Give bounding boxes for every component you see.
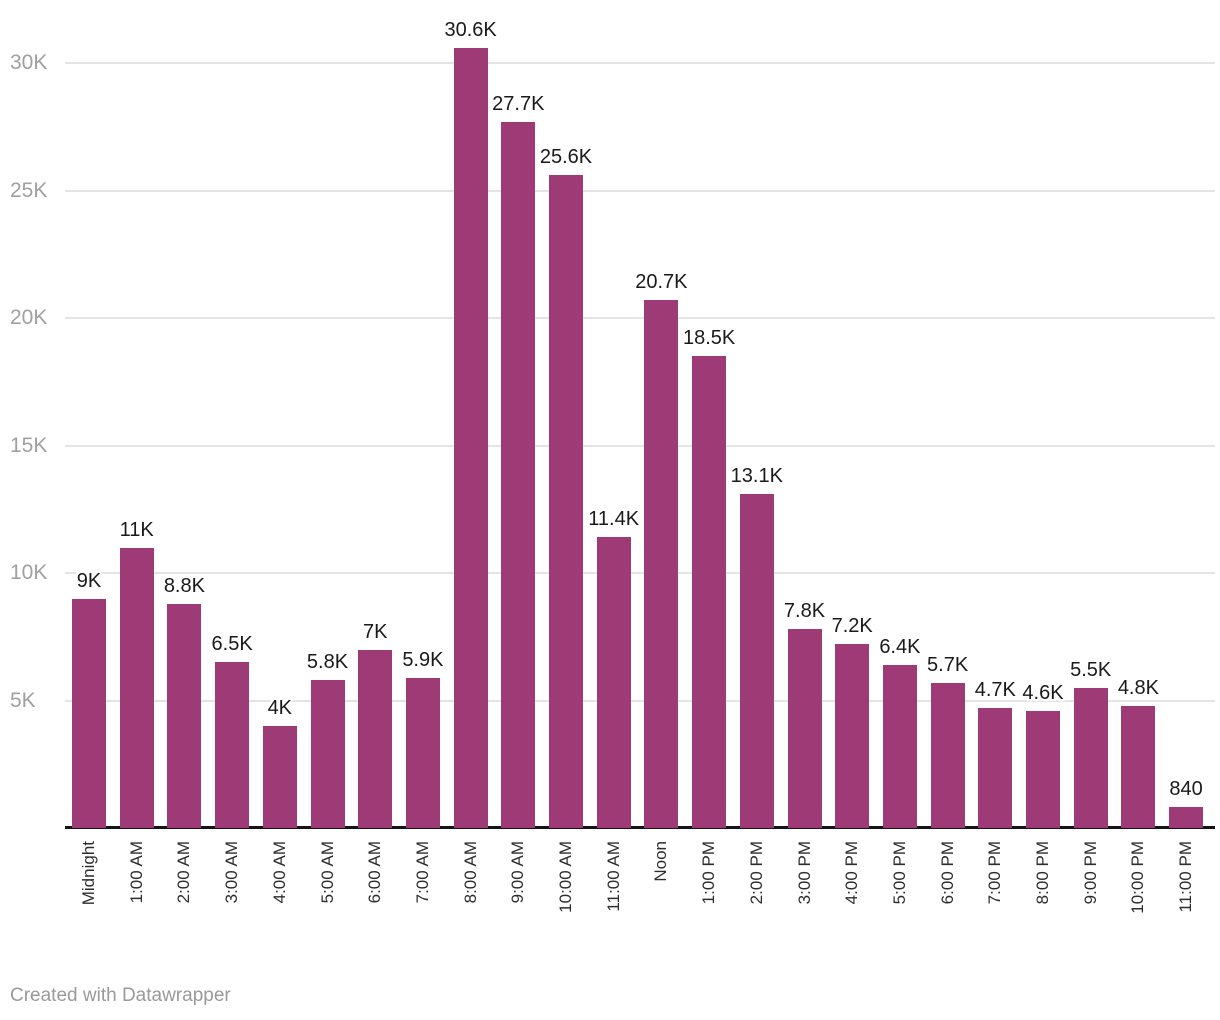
gridline [65,699,1215,702]
x-axis-tick-label: 8:00 PM [1033,841,1052,905]
y-axis-tick-label: 5K [10,688,36,712]
x-axis-tick-label: 4:00 PM [842,841,862,905]
bar [1121,705,1156,828]
x-axis-tick-label: 3:00 AM [222,841,242,904]
bar-value-label: 18.5K [682,327,736,350]
y-axis-tick-label: 15K [10,433,48,457]
x-axis-tick-label: 2:00 AM [174,841,194,904]
x-axis-tick-label: 1:00 PM [699,841,719,905]
bar-value-label: 5.9K [402,648,444,671]
bar-value-label: 7.2K [831,615,873,638]
bar [1073,687,1108,828]
x-axis-tick-label: 6:00 AM [365,841,385,904]
bar [358,649,393,828]
bar [501,121,536,828]
x-axis-tick-label: 5:00 AM [317,841,337,904]
bar-value-label: 4.8K [1117,676,1159,699]
bar-value-label: 11K [119,518,154,541]
bar-value-label: 5.5K [1070,658,1112,681]
x-axis-tick-label: Midnight [79,841,98,906]
bar [119,547,154,828]
bar [882,664,917,828]
bar-value-label: 5.7K [927,653,969,676]
y-axis-tick-label: 25K [10,178,48,202]
bar [1169,806,1204,828]
bar-value-label: 4.7K [974,679,1016,702]
bar [930,682,965,828]
x-axis-tick-label: 9:00 AM [508,841,528,904]
bar-value-label: 4.6K [1022,681,1064,704]
bar [72,598,106,828]
bar [835,644,870,828]
x-axis-tick-label: 7:00 AM [412,841,432,904]
gridline [65,62,1215,64]
bar [692,356,727,828]
bar-value-label: 7.8K [783,600,826,623]
bar [549,175,583,828]
x-axis-tick-label: 1:00 AM [126,841,146,904]
x-axis-line [65,826,1215,829]
x-axis-tick-label: 5:00 PM [889,841,909,905]
gridline [65,444,1215,447]
y-axis-tick-label: 20K [10,306,48,329]
x-axis-tick-label: 11:00 AM [603,841,623,912]
bar-value-label: 7K [362,620,388,643]
gridline [65,317,1215,319]
x-axis-tick-label: Noon [651,841,671,882]
bar-value-label: 25.6K [539,146,593,169]
x-axis-tick-label: 11:00 PM [1176,841,1196,913]
bar-value-label: 8.8K [163,574,205,597]
x-axis-tick-label: 7:00 PM [985,841,1005,905]
y-axis-tick-label: 10K [10,561,48,584]
x-axis-tick-label: 4:00 AM [269,841,289,904]
bar-value-label: 20.7K [635,271,688,294]
bar [739,493,774,828]
bar-value-label: 30.6K [444,18,497,41]
bar-value-label: 9K [76,569,102,592]
bar-value-label: 27.7K [492,92,545,115]
x-axis-tick-label: 10:00 AM [556,841,575,913]
x-axis-tick-label: 2:00 PM [746,841,766,905]
bar [596,537,631,828]
bar-value-label: 11.4K [588,508,640,531]
bar [644,300,679,828]
gridline [65,189,1215,192]
bar [167,603,202,828]
bar-value-label: 840 [1169,777,1203,800]
bar-value-label: 6.5K [211,633,253,656]
bar-value-label: 4K [267,697,293,719]
x-axis-tick-label: 8:00 AM [460,841,480,904]
bar [262,726,297,828]
bar-value-label: 6.4K [879,635,921,658]
bar [405,677,440,828]
gridline [65,572,1215,574]
bar [310,680,345,828]
y-axis-tick-label: 30K [10,51,48,74]
bar [1026,710,1060,828]
x-axis-tick-label: 6:00 PM [937,841,957,905]
x-axis-tick-label: 3:00 PM [794,841,814,905]
x-axis-tick-label: 10:00 PM [1128,841,1148,914]
bar-value-label: 5.8K [306,651,349,674]
x-axis-tick-label: 9:00 PM [1080,841,1100,905]
bar [215,662,250,828]
bar-value-label: 13.1K [730,464,783,487]
datawrapper-credit-link[interactable]: Created with Datawrapper [10,985,231,1006]
bar [787,629,822,828]
bar [453,47,488,828]
bar [978,708,1013,828]
